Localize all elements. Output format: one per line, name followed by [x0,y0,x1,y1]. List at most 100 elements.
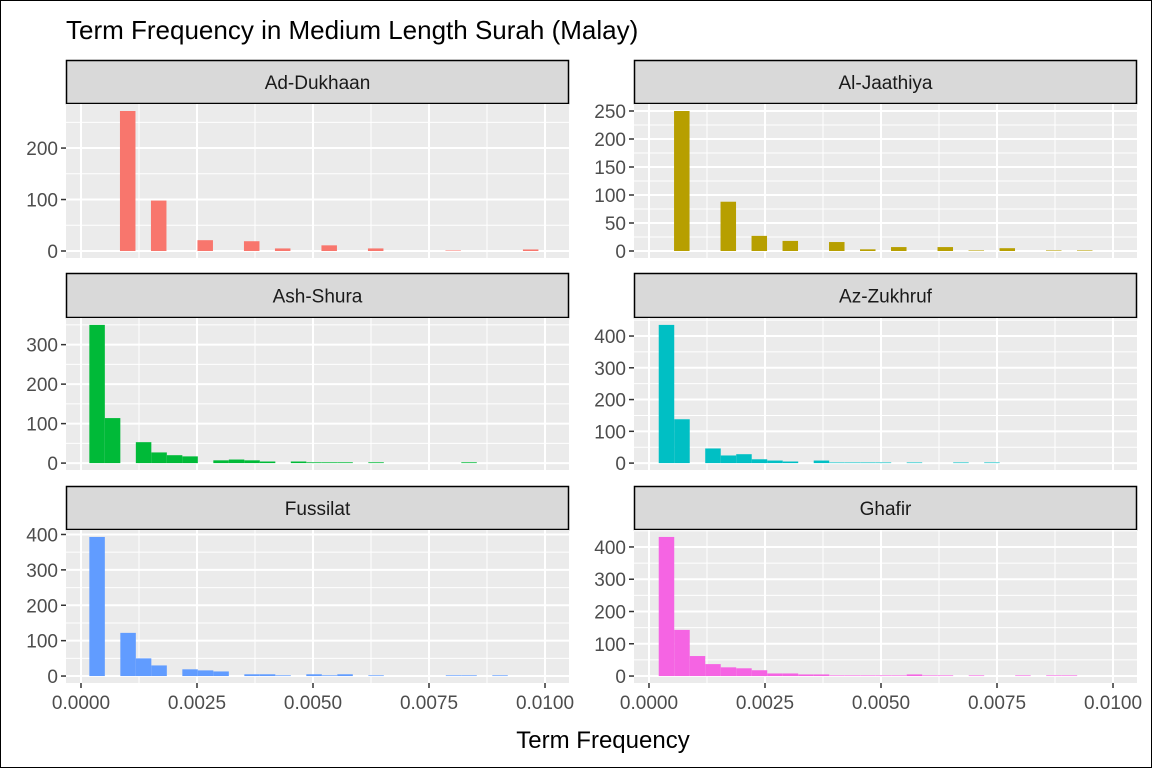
histogram-bar [120,632,136,677]
y-tick-label: 100 [26,191,58,212]
y-tick-label: 0 [615,454,626,475]
histogram-bar [674,629,690,677]
y-tick-label: 400 [594,327,626,348]
y-tick-label: 300 [26,561,58,582]
histogram-bar [150,200,167,251]
facet-panel-ad-dukhaan: Ad-Dukhaan 0 100 200 [26,59,570,263]
y-tick-label: 100 [26,415,58,436]
histogram-bar [197,670,214,677]
histogram-bar [658,536,675,677]
facet-panel-fussilat: Fussilat 0 100 200 300 400 0.0000 0.0025 0.0050 0… [26,485,574,714]
y-tick-label: 250 [594,102,626,123]
x-tick-label: 0.0000 [52,693,110,714]
y-tick-label: 0 [47,454,58,475]
histogram-bar [244,674,260,677]
x-tick-label: 0.0075 [400,693,458,714]
histogram-bar [89,536,105,677]
facet-panel-ash-shura: Ash-Shura 0 100 200 300 [26,272,570,475]
facet-strip-label: Fussilat [285,499,351,520]
histogram-bar [829,242,845,251]
histogram-bar [461,462,477,464]
x-tick-label: 0.0000 [620,693,678,714]
facet-panel-az-zukhruf: Az-Zukhruf 0 100 200 300 400 [594,272,1138,475]
histogram-bar [228,459,245,464]
histogram-bar [337,462,353,464]
y-tick-label: 200 [594,603,626,624]
histogram-bar [829,675,845,677]
histogram-bar [182,456,198,464]
histogram-bar [968,250,985,251]
y-tick-label: 300 [26,336,58,357]
y-tick-label: 400 [594,538,626,559]
histogram-bar [705,664,721,677]
histogram-bar [658,324,675,464]
y-tick-label: 100 [594,635,626,656]
facet-strip [65,485,570,531]
histogram-bar [798,674,814,677]
histogram-bar [751,459,768,464]
histogram-bar [337,674,353,677]
histogram-bar [937,675,954,677]
histogram-bar [736,668,752,677]
histogram-bar [213,460,229,464]
panel-background [66,530,569,683]
histogram-bar [166,455,183,464]
histogram-bar [720,455,737,464]
histogram-bar [274,248,291,251]
y-tick-label: 200 [594,391,626,412]
histogram-bar [151,665,167,677]
histogram-bar [906,462,923,464]
histogram-bar [119,111,136,251]
facet-strip [65,59,570,105]
histogram-bar [937,247,954,251]
y-tick-label: 100 [594,186,626,207]
y-tick-label: 300 [594,359,626,380]
histogram-bar [135,442,152,464]
x-tick-label: 0.0025 [168,693,226,714]
histogram-bar [782,673,799,677]
histogram-bar [922,675,938,677]
histogram-bar [368,462,384,464]
y-tick-label: 200 [26,596,58,617]
panel-background [634,530,1137,683]
histogram-bar [674,111,690,251]
facet-strip-label: Ash-Shura [273,287,363,308]
histogram-bar [151,452,167,464]
facet-panel-ghafir: Ghafir 0 100 200 300 400 0.0000 0.0025 0.0050 0.0… [594,485,1142,714]
histogram-bar [891,247,907,251]
histogram-bar [782,461,799,464]
facet-strip [633,485,1138,531]
facet-strip-label: Ghafir [860,499,912,520]
facet-strip [65,272,570,319]
histogram-bar [844,462,861,464]
y-tick-label: 100 [26,632,58,653]
histogram-bar [89,324,105,464]
histogram-bar [445,675,462,677]
y-tick-label: 200 [594,130,626,151]
facet-panel-al-jaathiya: Al-Jaathiya 0 50 100 150 200 250 [594,59,1138,263]
facet-strip-label: Al-Jaathiya [839,73,933,94]
histogram-bar [767,673,783,677]
y-tick-label: 300 [594,570,626,591]
histogram-bar [767,460,783,464]
histogram-bar [213,671,229,677]
histogram-bar [244,460,260,464]
facet-strip [633,59,1138,105]
y-tick-label: 200 [26,375,58,396]
facet-strip-label: Az-Zukhruf [839,287,933,308]
histogram-bar [1046,675,1062,677]
x-tick-label: 0.0075 [968,693,1026,714]
panel-background [634,318,1137,470]
histogram-bar [135,658,152,677]
x-tick-label: 0.0050 [284,693,342,714]
y-tick-label: 0 [47,242,58,263]
histogram-bar [522,249,539,251]
histogram-bar [720,667,737,677]
histogram-bar [445,250,461,251]
histogram-bar [968,675,985,677]
y-tick-label: 0 [47,667,58,688]
histogram-bar [751,235,768,251]
histogram-bar [321,675,338,677]
x-tick-label: 0.0100 [1084,693,1142,714]
histogram-bar [461,675,477,677]
